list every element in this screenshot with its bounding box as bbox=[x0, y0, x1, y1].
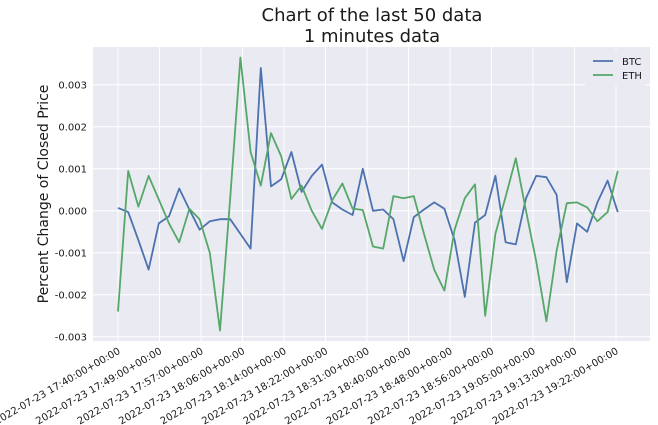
y-tick-label: 0.000 bbox=[58, 206, 87, 217]
y-tick-label: 0.001 bbox=[58, 164, 87, 175]
series-line-btc bbox=[117, 67, 619, 298]
y-axis-label: Percent Change of Closed Price bbox=[36, 85, 52, 304]
y-tick-label: -0.001 bbox=[55, 248, 87, 259]
chart-title-line2: 1 minutes data bbox=[304, 26, 440, 47]
legend-label-btc: BTC bbox=[622, 57, 641, 68]
y-tick-label: -0.002 bbox=[55, 290, 87, 301]
legend-box bbox=[585, 50, 645, 86]
series-line-eth bbox=[117, 56, 619, 332]
y-tick-label: 0.003 bbox=[58, 80, 87, 91]
chart-title-line1: Chart of the last 50 data bbox=[262, 5, 483, 26]
grid-lines bbox=[93, 47, 650, 341]
legend-label-eth: ETH bbox=[622, 71, 642, 82]
series-lines bbox=[117, 56, 619, 332]
y-tick-label: -0.003 bbox=[55, 332, 87, 343]
legend: BTC ETH bbox=[585, 50, 645, 86]
y-tick-label: 0.002 bbox=[58, 122, 87, 133]
y-tick-labels: -0.003 -0.002 -0.001 0.000 0.001 0.002 0.003 bbox=[55, 80, 87, 343]
